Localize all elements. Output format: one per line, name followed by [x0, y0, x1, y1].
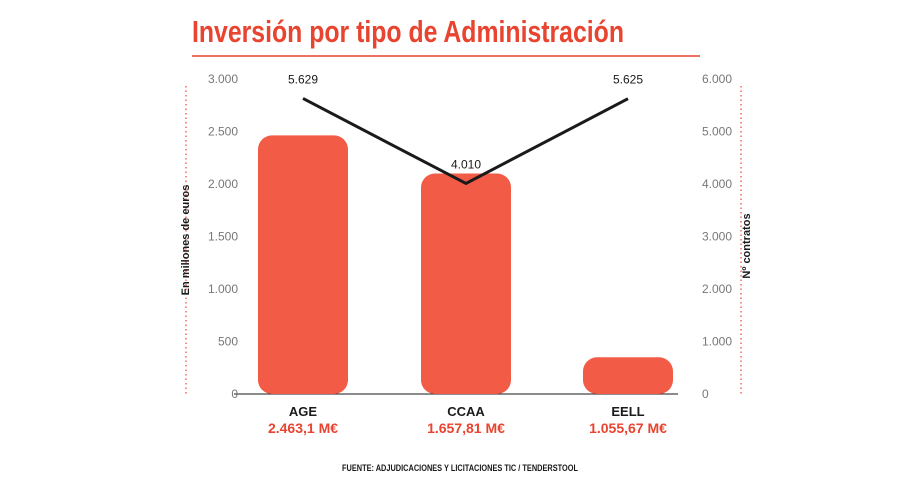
source-note: FUENTE: ADJUDICACIONES Y LICITACIONES TI… [342, 463, 578, 473]
y2-tick-label: 2.000 [702, 282, 732, 296]
y2-tick-label: 4.000 [702, 177, 732, 191]
category-label-age: AGE [289, 404, 318, 419]
y-tick-label: 1.000 [208, 282, 238, 296]
bar-age [258, 135, 348, 394]
y2-tick-label: 6.000 [702, 72, 732, 86]
y-tick-label: 3.000 [208, 72, 238, 86]
y2-tick-label: 0 [702, 387, 709, 401]
contracts-label-eell: 5.625 [613, 73, 643, 87]
bar-ccaa [421, 173, 511, 394]
bars [258, 135, 673, 394]
contracts-label-age: 5.629 [288, 72, 318, 86]
investment-label-age: 2.463,1 M€ [268, 420, 338, 436]
category-label-eell: EELL [611, 404, 644, 419]
category-label-ccaa: CCAA [447, 404, 485, 419]
y2-tick-label: 1.000 [702, 335, 732, 349]
y-tick-label: 2.000 [208, 177, 238, 191]
contracts-line-path [302, 97, 629, 186]
investment-label-eell: 1.055,67 M€ [589, 420, 667, 436]
chart-title: Inversión por tipo de Administración [192, 14, 624, 49]
y-tick-labels: 0 500 1.000 1.500 2.000 2.500 3.000 [208, 72, 238, 401]
y2-tick-label: 5.000 [702, 125, 732, 139]
investment-label-ccaa: 1.657,81 M€ [427, 420, 505, 436]
y-tick-label: 500 [218, 335, 238, 349]
y2-tick-label: 3.000 [702, 230, 732, 244]
contracts-line: 5.629 4.010 5.625 [288, 72, 643, 186]
y2-axis-label: Nº contratos [741, 213, 753, 278]
y-tick-label: 1.500 [208, 230, 238, 244]
y-axis-label: En millones de euros [180, 185, 192, 296]
contracts-label-ccaa: 4.010 [451, 157, 481, 171]
y2-tick-labels: 0 1.000 2.000 3.000 4.000 5.000 6.000 [702, 72, 732, 401]
y-tick-label: 0 [231, 387, 238, 401]
bar-eell [583, 357, 673, 394]
y-tick-label: 2.500 [208, 125, 238, 139]
